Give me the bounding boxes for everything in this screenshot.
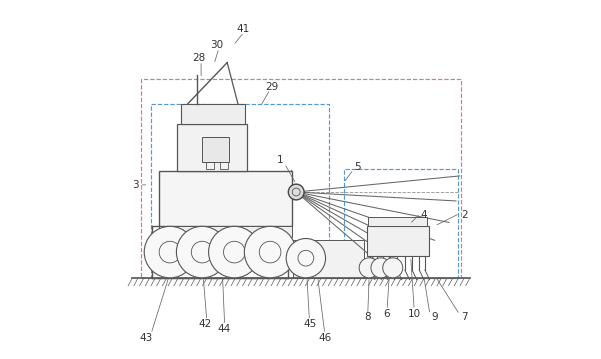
Bar xyxy=(220,162,228,169)
Bar xyxy=(293,240,364,278)
Circle shape xyxy=(288,184,304,200)
Text: 30: 30 xyxy=(210,41,223,50)
Circle shape xyxy=(383,258,403,278)
Text: 10: 10 xyxy=(407,309,421,318)
Bar xyxy=(159,171,291,226)
Text: 6: 6 xyxy=(383,309,391,318)
Text: 42: 42 xyxy=(198,320,212,329)
Text: 8: 8 xyxy=(364,312,371,322)
Circle shape xyxy=(144,226,196,278)
Text: 5: 5 xyxy=(354,162,361,172)
Text: 44: 44 xyxy=(217,324,230,334)
Bar xyxy=(367,226,429,256)
Bar xyxy=(212,223,225,229)
Bar xyxy=(181,104,245,125)
Text: 45: 45 xyxy=(304,320,317,329)
Bar xyxy=(212,237,225,243)
Circle shape xyxy=(177,226,228,278)
Bar xyxy=(180,223,192,229)
Text: 29: 29 xyxy=(265,81,278,92)
Text: 1: 1 xyxy=(276,155,283,165)
Bar xyxy=(151,104,329,278)
Bar xyxy=(180,251,192,258)
Bar xyxy=(206,162,213,169)
Text: 7: 7 xyxy=(461,312,468,322)
Bar xyxy=(368,217,427,226)
Circle shape xyxy=(286,238,326,278)
Circle shape xyxy=(209,226,260,278)
Bar xyxy=(177,125,247,171)
Bar xyxy=(141,79,462,278)
Bar xyxy=(246,251,258,258)
Text: 43: 43 xyxy=(139,332,153,342)
Bar xyxy=(202,137,229,162)
Circle shape xyxy=(245,226,296,278)
Bar xyxy=(180,237,192,243)
Bar xyxy=(159,226,291,237)
Text: 4: 4 xyxy=(421,210,427,220)
Bar xyxy=(246,237,258,243)
Text: 28: 28 xyxy=(192,53,205,63)
Circle shape xyxy=(359,258,379,278)
Text: 3: 3 xyxy=(132,180,139,190)
Text: 9: 9 xyxy=(432,312,438,322)
Text: 46: 46 xyxy=(318,332,331,342)
Text: 41: 41 xyxy=(236,24,249,34)
Circle shape xyxy=(371,258,391,278)
Text: 2: 2 xyxy=(461,210,468,220)
Bar xyxy=(344,169,458,278)
Bar xyxy=(212,251,225,258)
Bar xyxy=(246,223,258,229)
